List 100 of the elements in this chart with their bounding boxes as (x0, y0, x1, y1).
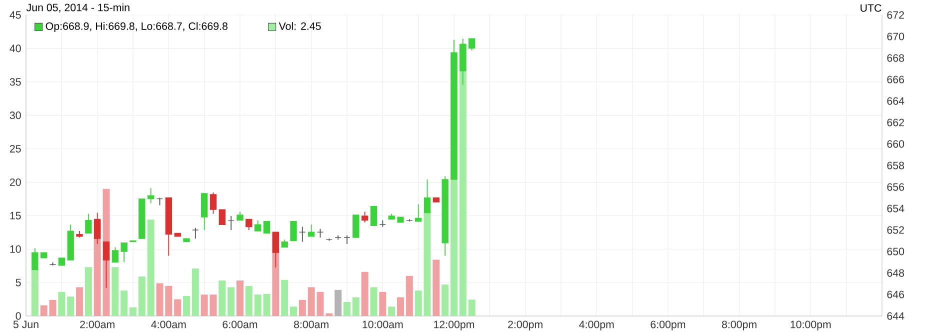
y-tick-label: 5 (16, 278, 21, 286)
y2-tick-label: 652 (887, 226, 904, 234)
x-tick-label: 6:00pm (650, 320, 686, 330)
y2-tick-label: 650 (887, 248, 904, 256)
bar (40, 305, 48, 316)
candlestick (308, 224, 315, 237)
candlestick (299, 226, 306, 242)
x-tick-label: 4:00am (151, 320, 186, 328)
candlestick (85, 213, 92, 234)
x-tick-label: 6:00am (222, 320, 258, 328)
bar (352, 297, 360, 316)
bar (379, 292, 386, 316)
candlestick (344, 234, 350, 244)
y-tick-label: 10 (10, 245, 21, 253)
bar (290, 306, 298, 316)
y2-tick-label: 658 (887, 162, 904, 170)
x-tick-label: 10:00pm (790, 320, 831, 330)
y-tick-label: 0 (16, 312, 21, 320)
bar (442, 284, 449, 316)
bar (58, 292, 66, 316)
y2-tick-label: 660 (887, 140, 904, 148)
bar (218, 280, 226, 316)
bar (228, 287, 235, 316)
x-tick-label: 4:00pm (579, 320, 614, 330)
candlestick (112, 246, 119, 263)
candlestick (263, 221, 270, 234)
y2-tick-label: 672 (887, 11, 904, 19)
y2-tick-label: 666 (887, 76, 904, 84)
bar (344, 302, 351, 316)
bar (414, 290, 422, 316)
bar (67, 296, 74, 316)
bar (308, 287, 315, 316)
y-tick-label: 40 (10, 44, 21, 52)
y2-tick-label: 662 (887, 118, 904, 126)
y-tick-label: 35 (10, 78, 21, 86)
y-tick-label: 15 (10, 212, 21, 220)
y2-tick-label: 668 (887, 54, 904, 62)
x-tick-label: 10:00am (362, 320, 403, 328)
y2-tick-label: 670 (887, 32, 904, 40)
candlestick (192, 227, 199, 240)
candlestick (362, 211, 368, 223)
y-tick-label: 45 (10, 11, 21, 19)
y-tick-label: 30 (10, 112, 21, 120)
candlestick (218, 209, 226, 226)
candlestick (352, 214, 360, 238)
x-tick-label: 8:00am (294, 320, 328, 328)
bar (120, 290, 128, 316)
bar (192, 268, 199, 316)
candlestick (201, 192, 208, 230)
candlestick (468, 38, 476, 51)
bar (432, 260, 440, 316)
y2-tick-label: 664 (887, 97, 904, 105)
chart-title: Jun 05, 2014 - 15-min (26, 3, 130, 13)
bar (210, 294, 217, 316)
y2-tick-label: 654 (887, 204, 904, 212)
x-tick-label: 2:00am (80, 320, 114, 328)
bar (298, 300, 306, 316)
y-tick-label: 25 (10, 145, 21, 153)
bar (468, 300, 476, 316)
bar (406, 276, 413, 316)
y2-tick-label: 646 (887, 290, 904, 298)
bar (130, 307, 137, 316)
bar (84, 267, 92, 316)
candlestick (120, 242, 128, 263)
candlestick (290, 221, 297, 242)
candlestick (406, 218, 413, 222)
bar (245, 286, 252, 316)
candlestick (210, 192, 217, 214)
bar (138, 276, 146, 316)
y2-tick-label: 644 (887, 312, 904, 320)
bar (76, 287, 84, 316)
candlestick (370, 206, 378, 226)
bar (200, 294, 208, 316)
bar (236, 280, 244, 316)
y2-tick-label: 648 (887, 269, 904, 277)
legend-label: Op:668.9, Hi:669.8, Lo:668.7, Cl:669.8 (46, 22, 228, 32)
bar (147, 220, 154, 316)
y2-tick-label: 656 (887, 183, 904, 191)
bar (174, 299, 182, 316)
bar (254, 294, 262, 316)
x-tick-label: 2:00pm (508, 320, 542, 330)
candlestick (246, 218, 252, 230)
legend-label: Vol: 2.45 (278, 22, 321, 30)
candlestick (254, 220, 262, 232)
x-tick-label: 12:00pm (434, 320, 474, 330)
bar (112, 267, 119, 316)
bar (281, 280, 288, 316)
bar (183, 296, 190, 316)
bar (361, 272, 368, 316)
bar (263, 294, 270, 316)
bar (397, 297, 404, 316)
x-tick-label: 8:00pm (722, 320, 756, 330)
x-tick-label: 5 Jun (13, 320, 38, 328)
candlestick (228, 216, 234, 230)
bar (370, 287, 378, 316)
candlestick (379, 220, 386, 228)
bar (388, 306, 396, 316)
bar (49, 300, 56, 316)
y-tick-label: 20 (10, 178, 21, 186)
text: UTC (860, 4, 882, 12)
